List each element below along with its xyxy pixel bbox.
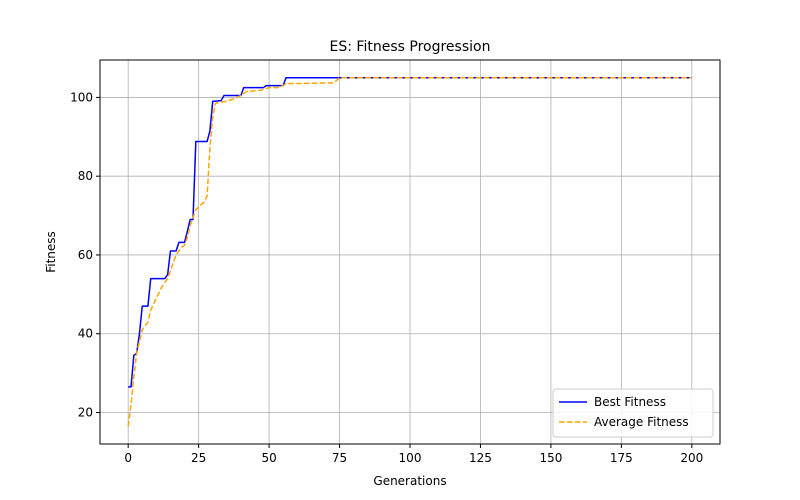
x-tick-label: 125 — [469, 451, 492, 465]
grid — [100, 60, 720, 444]
y-tick-label: 60 — [78, 248, 93, 262]
y-axis-label: Fitness — [44, 231, 58, 273]
x-tick-label: 100 — [399, 451, 422, 465]
x-tick-label: 50 — [261, 451, 276, 465]
x-tick-label: 25 — [191, 451, 206, 465]
average-fitness-line — [127, 76, 692, 427]
y-tick-label: 80 — [78, 169, 93, 183]
plot-area — [127, 76, 692, 427]
legend-box — [552, 388, 714, 438]
x-tick-label: 200 — [680, 451, 703, 465]
x-tick-label: 0 — [124, 451, 132, 465]
y-tick-label: 40 — [78, 327, 93, 341]
best-fitness-line — [128, 76, 692, 388]
x-tick-label: 150 — [539, 451, 562, 465]
legend: Best Fitness Average Fitness — [552, 388, 714, 438]
y-tick-label: 20 — [78, 405, 93, 419]
best-fitness-legend-label: Best Fitness — [594, 395, 666, 409]
axis-ticks: 0 25 50 75 100 125 150 175 200 20 40 60 80 100 — [70, 90, 703, 465]
x-axis-label: Generations — [373, 474, 446, 488]
x-tick-label: 175 — [610, 451, 633, 465]
average-fitness-legend-label: Average Fitness — [594, 415, 689, 429]
y-tick-label: 100 — [70, 90, 93, 104]
chart-title: ES: Fitness Progression — [330, 39, 491, 55]
x-tick-label: 75 — [332, 451, 347, 465]
